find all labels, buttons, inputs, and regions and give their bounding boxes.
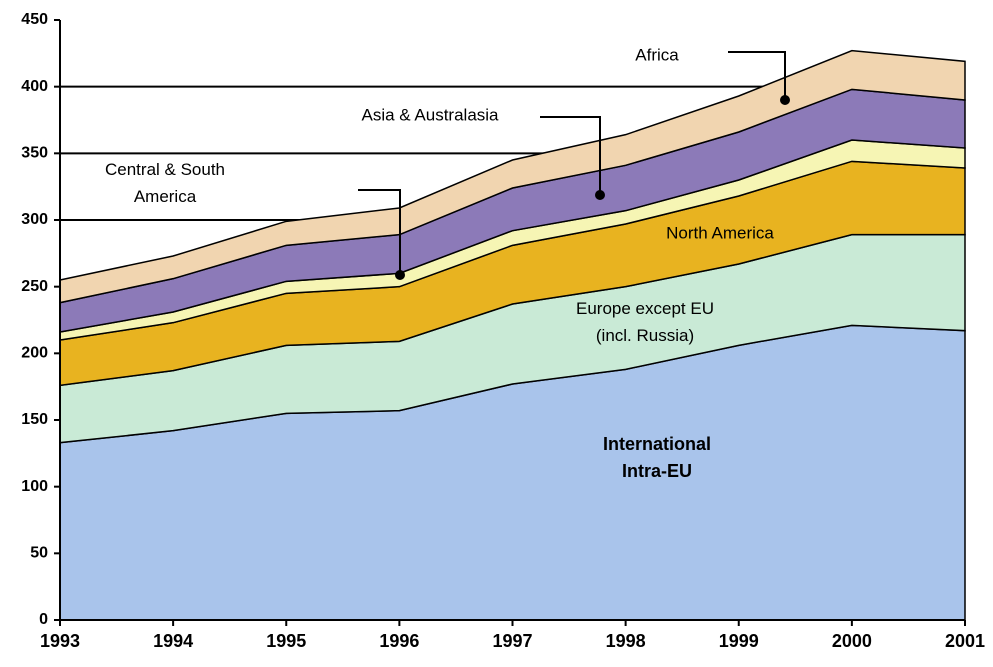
y-tick-label: 400 bbox=[21, 78, 48, 95]
x-tick-label: 1997 bbox=[492, 631, 532, 651]
callout-line bbox=[358, 189, 401, 275]
x-tick-label: 1994 bbox=[153, 631, 193, 651]
callout-dot bbox=[595, 190, 605, 200]
y-tick-label: 450 bbox=[21, 11, 48, 28]
y-tick-label: 100 bbox=[21, 478, 48, 495]
callouts bbox=[358, 51, 790, 280]
x-tick-label: 1998 bbox=[606, 631, 646, 651]
y-tick-label: 200 bbox=[21, 345, 48, 362]
series-label: Europe except EU (incl. Russia) bbox=[576, 299, 714, 345]
callout-dot bbox=[395, 270, 405, 280]
y-tick-label: 150 bbox=[21, 411, 48, 428]
x-tick-label: 1996 bbox=[379, 631, 419, 651]
callout-dot bbox=[780, 95, 790, 105]
x-tick-label: 1993 bbox=[40, 631, 80, 651]
x-tick-label: 2000 bbox=[832, 631, 872, 651]
x-tick-label: 1995 bbox=[266, 631, 306, 651]
series-label: International Intra-EU bbox=[602, 434, 712, 481]
series-label: Central & South America bbox=[104, 160, 226, 206]
callout-line bbox=[540, 116, 601, 195]
callout-line bbox=[728, 51, 786, 100]
series-label: North America bbox=[666, 223, 774, 243]
series-label: Asia & Australasia bbox=[361, 105, 499, 125]
x-tick-label: 2001 bbox=[945, 631, 985, 651]
series-label: Africa bbox=[635, 45, 679, 65]
x-tick-label: 1999 bbox=[719, 631, 759, 651]
y-tick-label: 0 bbox=[39, 611, 48, 628]
y-tick-label: 350 bbox=[21, 145, 48, 162]
y-tick-label: 250 bbox=[21, 278, 48, 295]
y-tick-label: 300 bbox=[21, 211, 48, 228]
y-tick-label: 50 bbox=[30, 545, 48, 562]
